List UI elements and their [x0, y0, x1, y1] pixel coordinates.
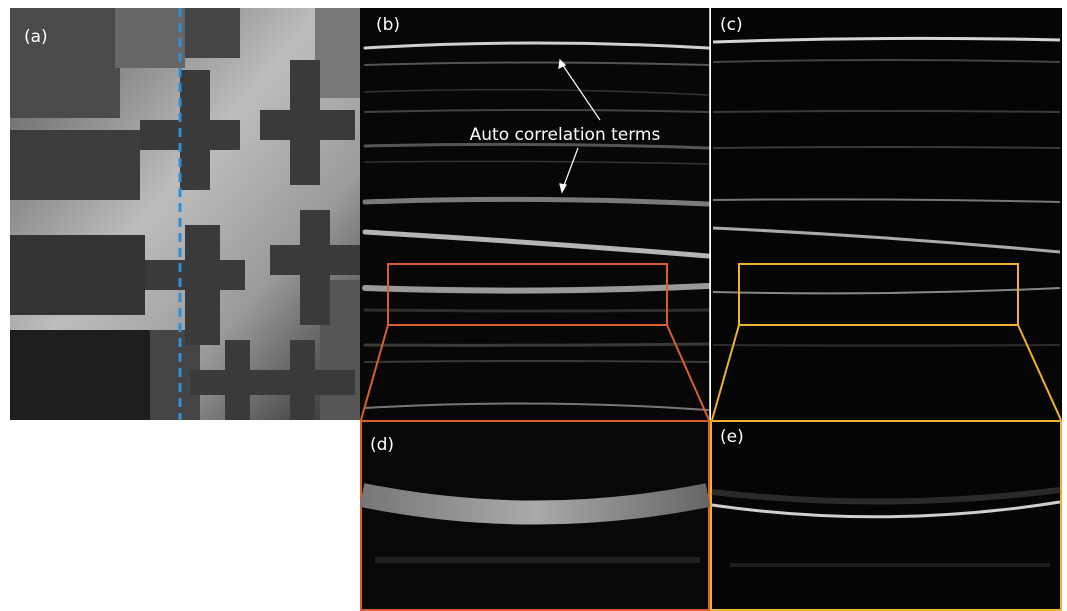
panel-label: (b) [376, 15, 400, 35]
panel-label: (d) [370, 435, 394, 455]
panel-label: (a) [24, 27, 48, 47]
figure: (a) Auto correlation terms (b) [0, 0, 1067, 611]
panel-label: (c) [720, 15, 743, 35]
panel-label: (e) [720, 427, 744, 447]
panel-b: Auto correlation terms (b) [360, 8, 710, 420]
panel-e: (e) [711, 421, 1061, 610]
panel-d: (d) [361, 421, 709, 610]
panel-c: (c) [711, 8, 1062, 420]
annotation: Auto correlation terms [470, 125, 661, 145]
panel-a: (a) [10, 8, 360, 420]
